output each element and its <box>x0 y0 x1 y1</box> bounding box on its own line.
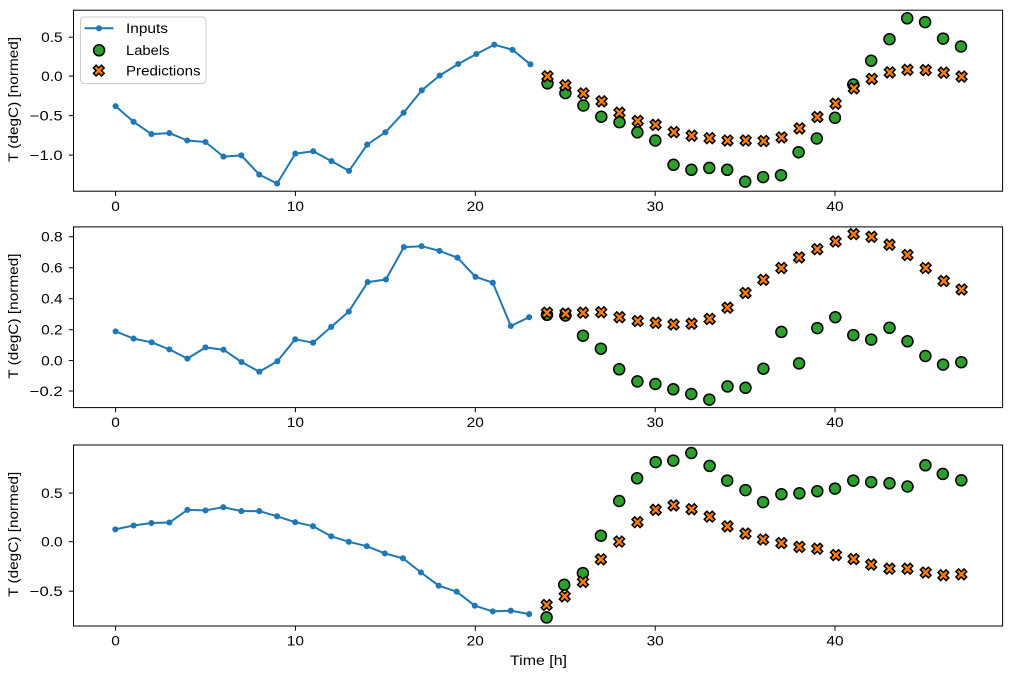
svg-text:−0.2: −0.2 <box>30 384 63 399</box>
svg-text:40: 40 <box>826 199 843 214</box>
svg-text:40: 40 <box>826 634 843 649</box>
svg-text:10: 10 <box>287 634 304 649</box>
svg-text:30: 30 <box>647 415 664 430</box>
svg-text:T (degC) [normed]: T (degC) [normed] <box>6 472 21 597</box>
svg-text:Predictions: Predictions <box>126 63 201 78</box>
svg-text:0.2: 0.2 <box>41 323 63 338</box>
svg-text:−0.5: −0.5 <box>30 584 63 599</box>
svg-text:0.5: 0.5 <box>41 486 63 501</box>
svg-text:Labels: Labels <box>126 43 170 58</box>
svg-text:30: 30 <box>647 199 664 214</box>
svg-text:30: 30 <box>647 634 664 649</box>
svg-text:10: 10 <box>287 199 304 214</box>
svg-text:−1.0: −1.0 <box>30 148 63 163</box>
svg-text:T (degC) [normed]: T (degC) [normed] <box>6 37 21 162</box>
svg-text:40: 40 <box>826 415 843 430</box>
svg-text:20: 20 <box>467 415 484 430</box>
svg-text:0.5: 0.5 <box>41 30 63 45</box>
svg-text:Time [h]: Time [h] <box>510 653 567 668</box>
svg-text:0.4: 0.4 <box>41 292 63 307</box>
svg-text:0.8: 0.8 <box>41 230 63 245</box>
svg-text:0: 0 <box>111 415 120 430</box>
svg-text:−0.5: −0.5 <box>30 108 63 123</box>
svg-text:Inputs: Inputs <box>126 21 168 36</box>
svg-text:0.0: 0.0 <box>41 69 63 84</box>
svg-text:0: 0 <box>111 634 120 649</box>
svg-text:20: 20 <box>467 634 484 649</box>
svg-text:10: 10 <box>287 415 304 430</box>
svg-text:0.0: 0.0 <box>41 535 63 550</box>
svg-text:T (degC) [normed]: T (degC) [normed] <box>6 254 21 379</box>
svg-text:20: 20 <box>467 199 484 214</box>
svg-text:0.0: 0.0 <box>41 353 63 368</box>
svg-text:0: 0 <box>111 199 120 214</box>
svg-text:0.6: 0.6 <box>41 261 63 276</box>
